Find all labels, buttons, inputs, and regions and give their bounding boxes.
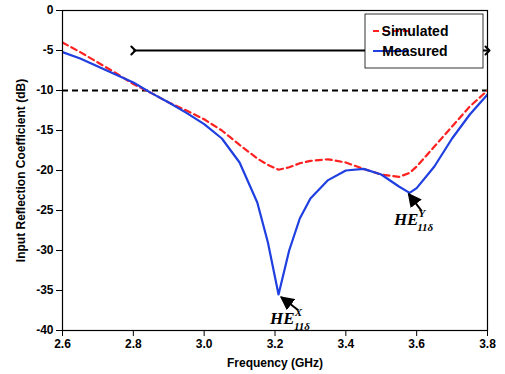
svg-text:Frequency (GHz): Frequency (GHz) — [227, 356, 323, 370]
svg-text:-5: -5 — [43, 43, 54, 57]
svg-text:Measured: Measured — [382, 43, 447, 59]
svg-text:0: 0 — [47, 3, 54, 17]
svg-text:-40: -40 — [36, 323, 54, 337]
svg-text:HEY11δ: HEY11δ — [393, 207, 434, 233]
svg-text:-25: -25 — [36, 203, 54, 217]
svg-text:-10: -10 — [36, 83, 54, 97]
svg-text:Simulated: Simulated — [382, 23, 449, 39]
svg-text:-35: -35 — [36, 283, 54, 297]
svg-text:-20: -20 — [36, 163, 54, 177]
svg-text:2.6: 2.6 — [54, 337, 71, 351]
svg-text:3.6: 3.6 — [408, 337, 425, 351]
svg-text:3.4: 3.4 — [337, 337, 354, 351]
svg-text:Input Reflection Coefficient (: Input Reflection Coefficient (dB) — [14, 79, 28, 262]
svg-text:-15: -15 — [36, 123, 54, 137]
svg-text:3.8: 3.8 — [479, 337, 496, 351]
svg-text:HEX11δ: HEX11δ — [269, 306, 310, 332]
svg-text:2.8: 2.8 — [125, 337, 142, 351]
svg-text:3.0: 3.0 — [196, 337, 213, 351]
svg-text:3.2: 3.2 — [267, 337, 284, 351]
svg-text:-30: -30 — [36, 243, 54, 257]
